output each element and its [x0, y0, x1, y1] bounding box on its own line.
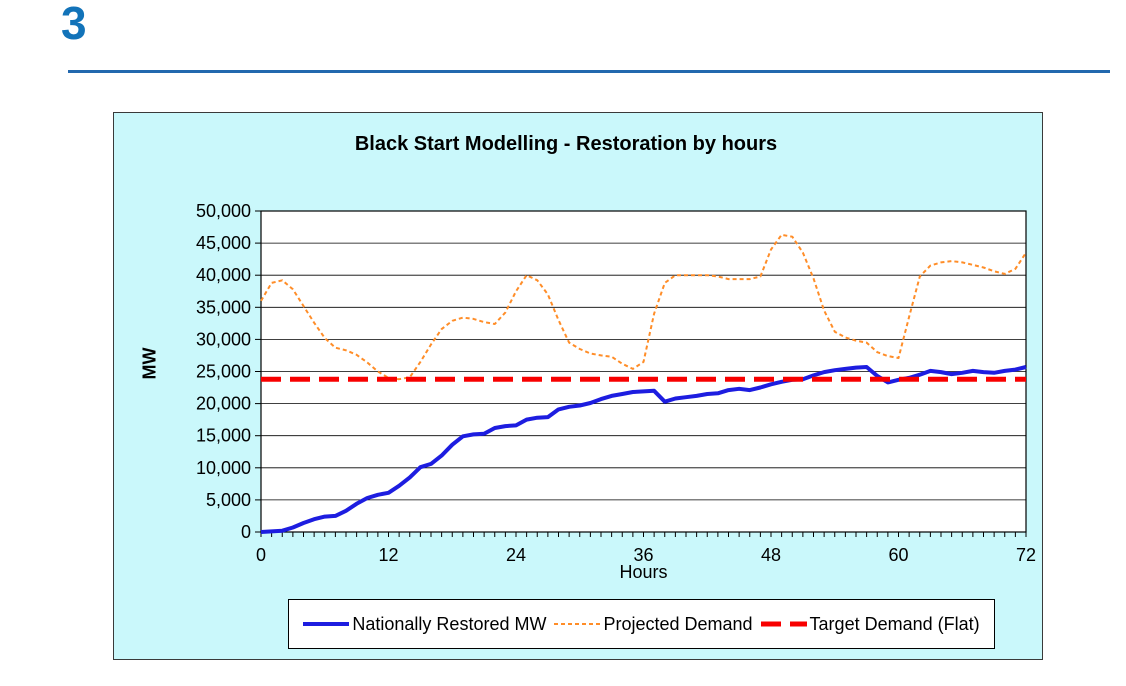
legend-label-nationally-restored: Nationally Restored MW	[352, 613, 547, 634]
legend-line-sample-nationally-restored-icon	[303, 622, 350, 626]
header-rule	[68, 70, 1110, 73]
svg-text:60: 60	[888, 545, 908, 565]
svg-text:25,000: 25,000	[196, 362, 251, 382]
svg-text:5,000: 5,000	[206, 490, 251, 510]
legend-item-projected-demand: Projected Demand	[554, 613, 753, 635]
svg-text:10,000: 10,000	[196, 458, 251, 478]
svg-text:0: 0	[256, 545, 266, 565]
svg-text:36: 36	[633, 545, 653, 565]
svg-text:0: 0	[241, 522, 251, 542]
x-axis-title: Hours	[619, 562, 668, 582]
page-number: 3	[61, 0, 87, 49]
legend-line-sample-projected-demand-icon	[554, 623, 601, 625]
svg-text:20,000: 20,000	[196, 394, 251, 414]
svg-text:48: 48	[761, 545, 781, 565]
svg-text:30,000: 30,000	[196, 329, 251, 349]
chart-container: Black Start Modelling - Restoration by h…	[113, 112, 1043, 660]
svg-text:50,000: 50,000	[196, 201, 251, 221]
svg-text:40,000: 40,000	[196, 265, 251, 285]
legend-item-target-demand: Target Demand (Flat)	[760, 613, 980, 635]
legend-label-projected-demand: Projected Demand	[603, 613, 753, 634]
svg-text:12: 12	[378, 545, 398, 565]
legend-line-sample-target-demand-icon	[760, 621, 807, 627]
legend-label-target-demand: Target Demand (Flat)	[809, 613, 980, 634]
plot-area: 0 5,000 10,000 15,000 20,000 25,000 30,000 35,0…	[196, 201, 1036, 565]
svg-text:15,000: 15,000	[196, 426, 251, 446]
svg-text:24: 24	[506, 545, 526, 565]
svg-text:35,000: 35,000	[196, 297, 251, 317]
legend: Nationally Restored MW Projected Demand …	[288, 599, 995, 649]
chart-title: Black Start Modelling - Restoration by h…	[354, 133, 778, 155]
svg-text:72: 72	[1016, 545, 1036, 565]
svg-text:45,000: 45,000	[196, 233, 251, 253]
legend-item-nationally-restored: Nationally Restored MW	[303, 614, 546, 635]
